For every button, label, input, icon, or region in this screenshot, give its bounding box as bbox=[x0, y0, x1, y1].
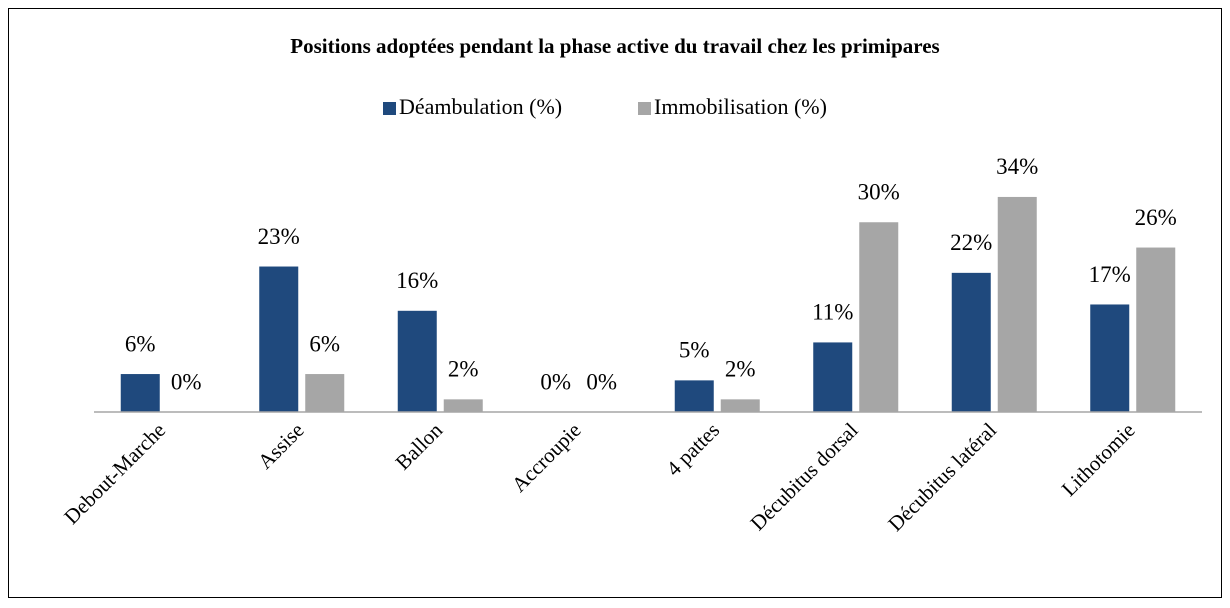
legend-label: Déambulation (%) bbox=[399, 94, 562, 119]
bar bbox=[120, 374, 160, 412]
bar bbox=[1090, 304, 1130, 412]
value-label: 0% bbox=[171, 369, 202, 394]
value-label: 2% bbox=[725, 357, 756, 382]
bar bbox=[997, 196, 1037, 412]
bar bbox=[813, 342, 853, 412]
legend-swatch bbox=[383, 102, 396, 115]
value-label: 6% bbox=[309, 331, 340, 356]
value-label: 11% bbox=[812, 300, 853, 325]
value-label: 0% bbox=[540, 369, 571, 394]
value-label: 22% bbox=[950, 230, 992, 255]
value-label: 30% bbox=[858, 180, 900, 205]
legend-swatch bbox=[638, 102, 651, 115]
value-label: 17% bbox=[1089, 262, 1131, 287]
bar bbox=[951, 272, 991, 412]
value-label: 26% bbox=[1135, 205, 1177, 230]
bar bbox=[1136, 247, 1176, 412]
bar bbox=[397, 310, 437, 412]
bar bbox=[859, 222, 899, 412]
bar bbox=[305, 374, 345, 412]
value-label: 0% bbox=[586, 369, 617, 394]
value-label: 5% bbox=[679, 338, 710, 363]
bar bbox=[674, 380, 714, 412]
bar bbox=[720, 399, 760, 412]
value-label: 23% bbox=[258, 224, 300, 249]
chart-border bbox=[8, 8, 1222, 598]
legend-label: Immobilisation (%) bbox=[654, 94, 827, 119]
value-label: 16% bbox=[396, 268, 438, 293]
value-label: 2% bbox=[448, 357, 479, 382]
bar bbox=[259, 266, 299, 412]
value-label: 6% bbox=[125, 331, 156, 356]
value-label: 34% bbox=[996, 154, 1038, 179]
bar bbox=[443, 399, 483, 412]
chart-title: Positions adoptées pendant la phase acti… bbox=[290, 34, 939, 58]
